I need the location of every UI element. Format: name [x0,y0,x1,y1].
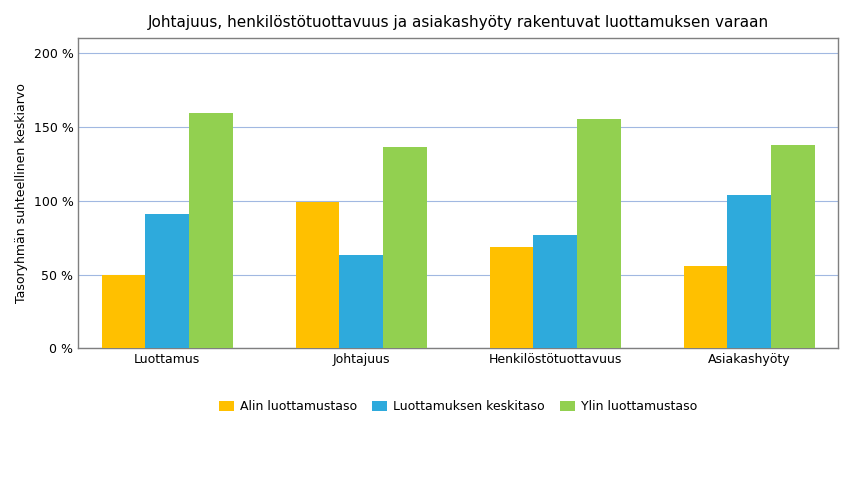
Bar [339,255,383,349]
Bar [727,195,770,349]
Bar [383,148,426,349]
Title: Johtajuus, henkilöstötuottavuus ja asiakashyöty rakentuvat luottamuksen varaan: Johtajuus, henkilöstötuottavuus ja asiak… [147,15,768,30]
Bar [296,202,339,349]
Bar [145,214,189,349]
Legend: Alin luottamustaso, Luottamuksen keskitaso, Ylin luottamustaso: Alin luottamustaso, Luottamuksen keskita… [214,395,702,418]
Bar [101,274,145,349]
Bar [189,114,233,349]
Bar [489,247,532,349]
Bar [532,235,576,349]
Bar [770,145,814,349]
Bar [576,119,620,349]
Bar [682,266,727,349]
Y-axis label: Tasoryhmän suhteellinen keskiarvo: Tasoryhmän suhteellinen keskiarvo [15,83,28,303]
